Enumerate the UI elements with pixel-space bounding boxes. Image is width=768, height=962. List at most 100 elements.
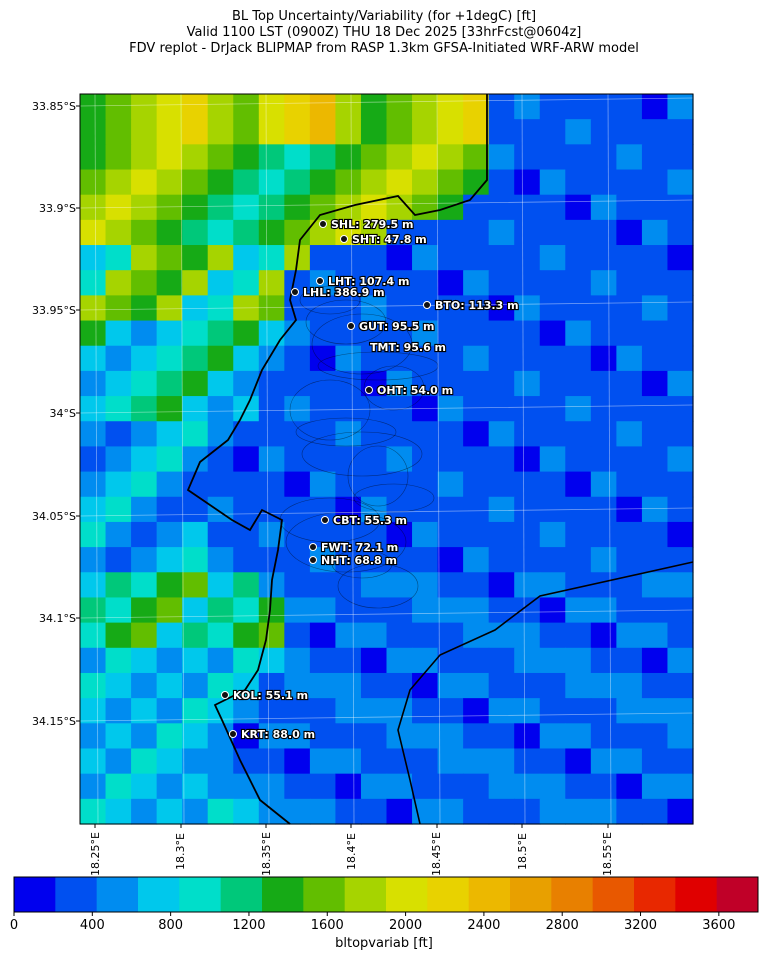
raster-cell xyxy=(514,521,541,548)
raster-cell xyxy=(360,169,388,196)
raster-cell xyxy=(463,194,490,221)
raster-cell xyxy=(360,144,388,171)
raster-cell xyxy=(258,748,285,775)
raster-cell xyxy=(667,597,694,624)
raster-cell xyxy=(437,94,464,120)
raster-cell xyxy=(131,396,158,422)
raster-cell xyxy=(539,370,566,397)
raster-cell xyxy=(488,647,515,674)
raster-cell xyxy=(131,748,158,775)
raster-cell xyxy=(412,219,439,246)
raster-cell xyxy=(616,94,643,120)
raster-cell xyxy=(463,219,490,246)
graticule-parallel xyxy=(79,507,694,517)
raster-cell xyxy=(182,698,209,724)
raster-cell xyxy=(514,547,541,573)
raster-cell xyxy=(641,798,669,825)
raster-cell xyxy=(514,647,541,674)
raster-cell xyxy=(463,547,490,573)
raster-cell xyxy=(412,547,439,573)
raster-cell xyxy=(488,572,515,599)
colorbar-tick-label: 2800 xyxy=(545,918,579,933)
station-label: BTO: 113.3 m xyxy=(435,299,519,312)
raster-cell xyxy=(156,572,183,599)
colorbar-segment xyxy=(262,877,304,912)
raster-cell xyxy=(182,547,209,573)
lon-tick-label: 18.55°E xyxy=(601,832,614,876)
raster-cell xyxy=(182,320,209,347)
raster-cell xyxy=(539,672,566,699)
raster-cell xyxy=(539,219,566,246)
raster-cell xyxy=(131,647,158,674)
raster-cell xyxy=(437,622,464,649)
raster-cell xyxy=(463,295,490,322)
raster-cell xyxy=(105,320,132,347)
raster-cell xyxy=(131,496,158,523)
colorbar-segment xyxy=(551,877,594,912)
colorbar-segment xyxy=(179,877,222,912)
raster-cell xyxy=(565,748,592,775)
raster-cell xyxy=(412,421,439,448)
raster-cell xyxy=(488,547,515,573)
raster-cell xyxy=(105,672,132,699)
raster-cell xyxy=(565,446,592,473)
raster-cell xyxy=(258,698,285,724)
raster-cell xyxy=(207,672,234,699)
colorbar-segment xyxy=(675,877,718,912)
raster-cell xyxy=(514,773,541,800)
raster-cell xyxy=(284,295,311,322)
raster-cell xyxy=(386,572,413,599)
raster-cell xyxy=(514,748,541,775)
raster-cell xyxy=(565,345,592,372)
raster-cell xyxy=(488,144,515,171)
raster-cell xyxy=(335,723,362,750)
raster-cell xyxy=(386,547,413,573)
raster-cell xyxy=(616,798,643,825)
raster-cell xyxy=(131,194,158,221)
raster-cell xyxy=(360,370,388,397)
raster-cell xyxy=(590,572,617,599)
raster-cell xyxy=(437,396,464,422)
raster-cell xyxy=(80,572,107,599)
raster-cell xyxy=(565,245,592,271)
raster-cell xyxy=(565,672,592,699)
raster-cell xyxy=(207,446,234,473)
raster-cell xyxy=(207,547,234,573)
raster-cell xyxy=(182,94,209,120)
raster-cell xyxy=(539,295,566,322)
raster-cell xyxy=(616,396,643,422)
raster-cell xyxy=(156,446,183,473)
raster-cell xyxy=(641,245,669,271)
lon-tick-label: 18.5°E xyxy=(516,833,529,870)
station-marker xyxy=(229,730,237,738)
raster-cell xyxy=(386,94,413,120)
raster-cell xyxy=(335,169,362,196)
raster-cell xyxy=(667,94,694,120)
lon-tick-label: 18.3°E xyxy=(174,833,187,870)
raster-cell xyxy=(539,119,566,145)
station-marker xyxy=(321,516,329,524)
raster-cell xyxy=(565,396,592,422)
raster-cell xyxy=(412,521,439,548)
raster-cell xyxy=(182,219,209,246)
raster-cell xyxy=(105,798,132,825)
raster-cell xyxy=(667,446,694,473)
raster-cell xyxy=(309,672,337,699)
raster-cell xyxy=(590,773,617,800)
raster-cell xyxy=(412,144,439,171)
raster-cell xyxy=(539,446,566,473)
raster-cell xyxy=(565,370,592,397)
colorbar-segment xyxy=(14,877,56,912)
raster-cell xyxy=(590,345,617,372)
station-label: NHT: 68.8 m xyxy=(321,554,397,567)
raster-cell xyxy=(386,446,413,473)
raster-cell xyxy=(233,144,260,171)
raster-cell xyxy=(437,698,464,724)
raster-cell xyxy=(207,370,234,397)
raster-cell xyxy=(565,622,592,649)
terrain-contour xyxy=(337,563,419,609)
raster-cell xyxy=(156,194,183,221)
raster-cell xyxy=(284,169,311,196)
raster-cell xyxy=(335,94,362,120)
